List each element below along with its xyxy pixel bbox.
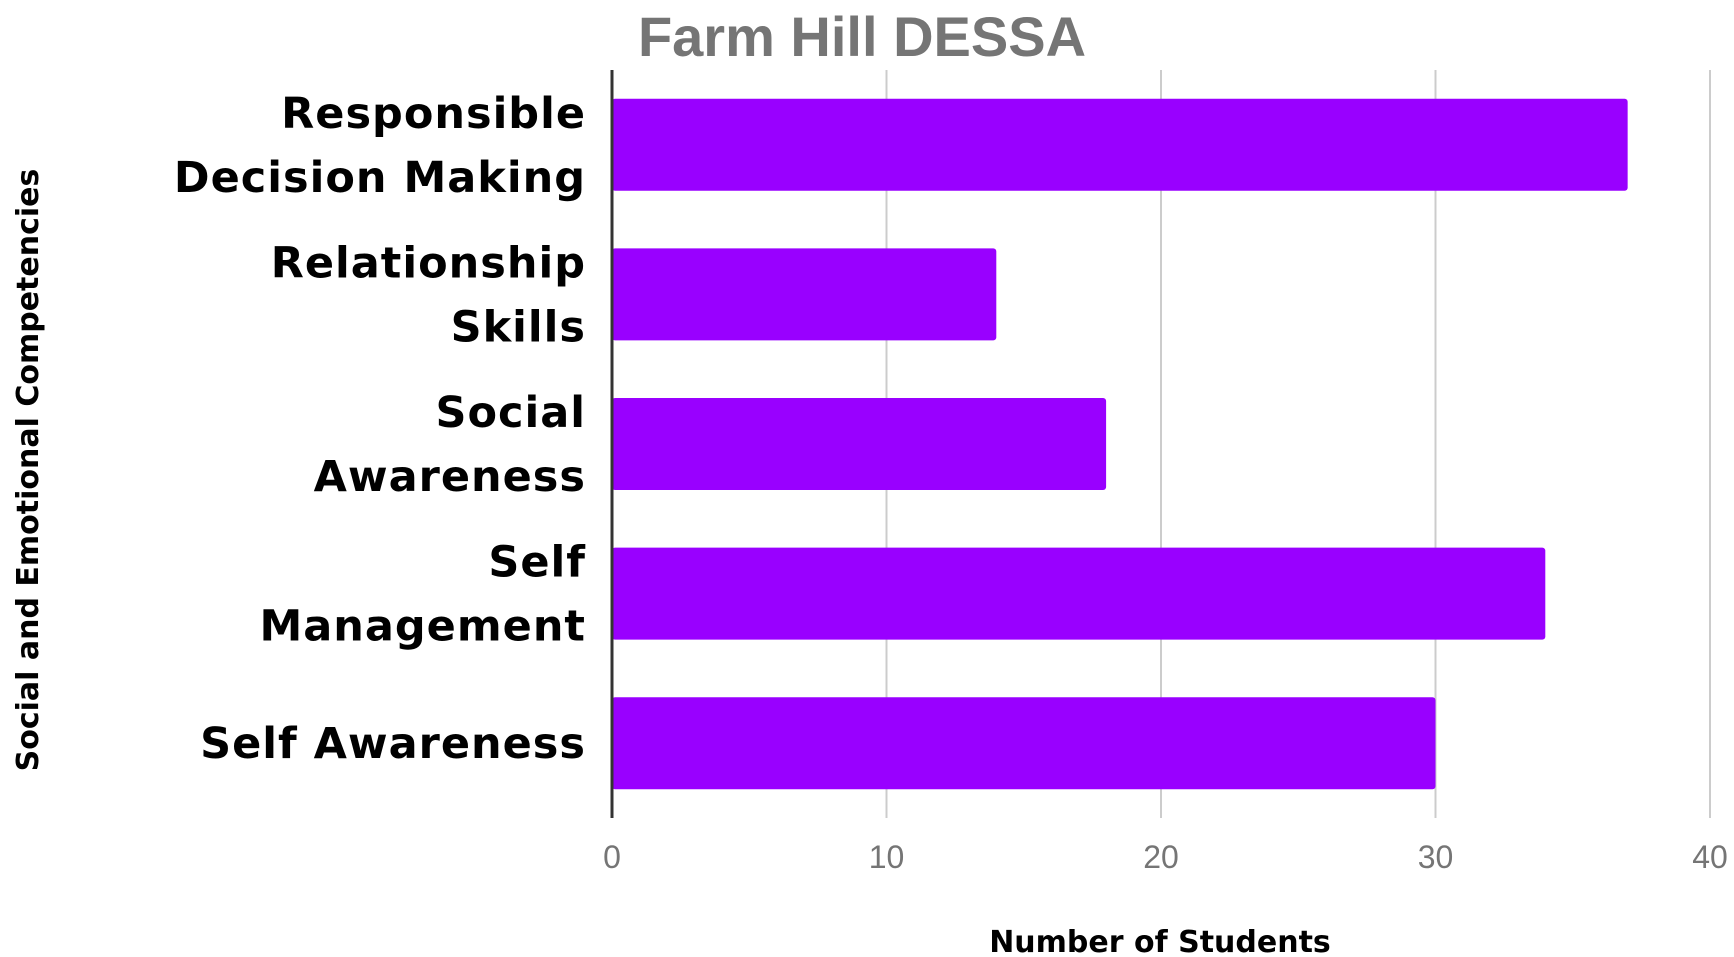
bars — [612, 98, 1628, 790]
category-label: Self Awareness — [200, 719, 586, 769]
category-label: Responsible Decision Making — [174, 89, 586, 203]
bar — [612, 547, 1546, 640]
x-tick-label: 10 — [869, 839, 905, 875]
x-axis-title: Number of Students — [989, 925, 1331, 957]
bar — [612, 248, 997, 341]
bar — [612, 98, 1628, 191]
x-tick-label: 40 — [1692, 839, 1728, 875]
x-tick-labels: 0 10 20 30 40 — [603, 839, 1728, 875]
x-tick-label: 30 — [1418, 839, 1454, 875]
x-tick-label: 0 — [603, 839, 621, 875]
chart-title: Farm Hill DESSA — [638, 5, 1086, 68]
x-tick-label: 20 — [1143, 839, 1179, 875]
category-label: Social Awareness — [314, 388, 586, 502]
bar — [612, 398, 1107, 490]
bar — [612, 697, 1436, 790]
category-label: Self Management — [259, 538, 586, 652]
category-labels: Responsible Decision Making Relationship Sk… — [174, 89, 586, 769]
category-label: Relationship Skills — [271, 238, 586, 352]
y-axis-title: Social and Emotional Competencies — [11, 169, 46, 772]
